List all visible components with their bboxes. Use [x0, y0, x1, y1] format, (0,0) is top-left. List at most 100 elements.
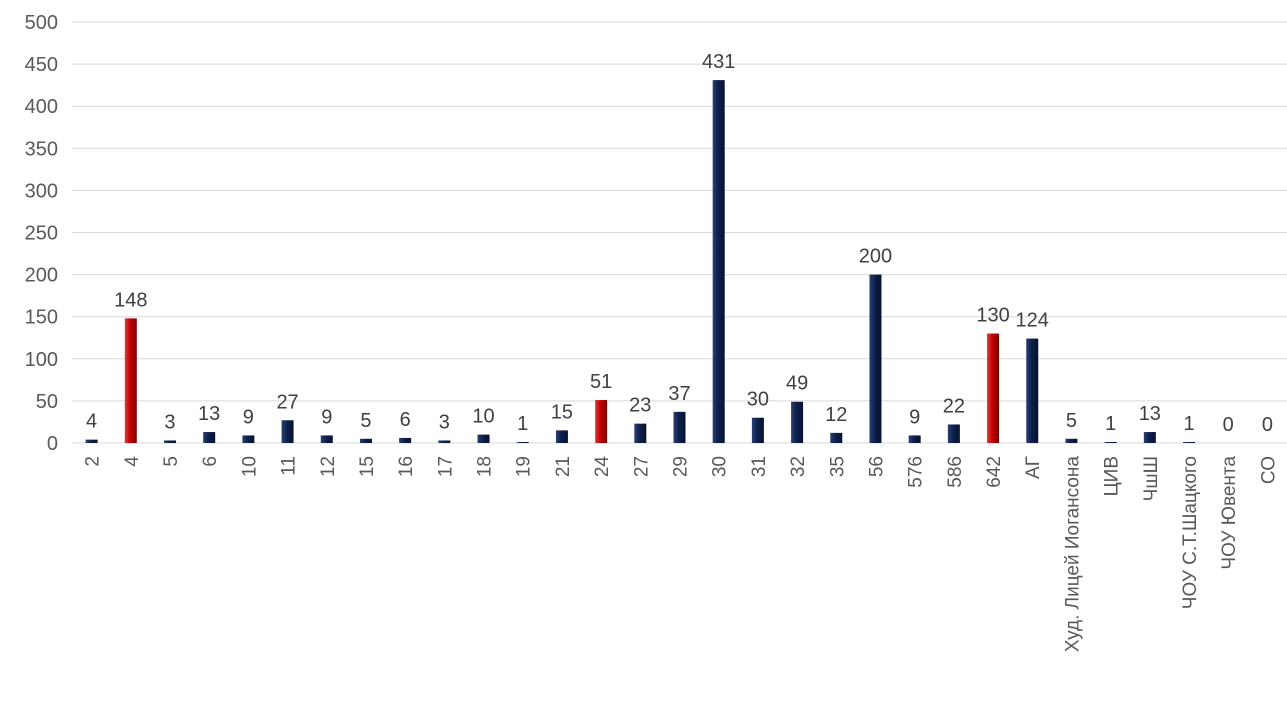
bar-5 — [163, 440, 176, 443]
bar-16 — [399, 437, 412, 443]
x-tick-label-10: 10 — [239, 456, 260, 477]
data-label-ЦИВ: 1 — [1105, 413, 1116, 435]
bar-2 — [85, 439, 98, 443]
data-label-11: 27 — [276, 391, 298, 413]
bars — [85, 80, 1196, 444]
bar-586 — [947, 424, 960, 443]
y-tick-label: 50 — [36, 391, 58, 413]
data-label-4: 148 — [114, 289, 147, 311]
bar-11 — [281, 420, 294, 443]
data-label-24: 51 — [590, 371, 612, 393]
x-tick-label-19: 19 — [514, 456, 535, 477]
bar-576 — [908, 435, 921, 443]
bar-32 — [791, 401, 804, 443]
x-tick-label-576: 576 — [906, 456, 927, 488]
bar-642 — [987, 333, 1000, 443]
y-tick-label: 200 — [25, 265, 58, 287]
bar-56 — [869, 274, 882, 443]
x-tick-label-ЦИВ: ЦИВ — [1102, 456, 1123, 496]
y-axis-tick-labels: 0 50 100 150 200 250 300 350 400 450 500 — [25, 12, 58, 455]
data-label-642: 130 — [976, 305, 1009, 327]
bar-10 — [242, 435, 255, 443]
bar-17 — [438, 440, 451, 443]
x-tick-label-4: 4 — [122, 456, 143, 467]
y-tick-label: 350 — [25, 138, 58, 160]
bar-4 — [124, 318, 137, 443]
data-label-Худ. Лицей Иогансона: 5 — [1066, 410, 1077, 432]
bar-27 — [634, 423, 647, 443]
bar-АГ — [1026, 338, 1039, 443]
x-tick-label-27: 27 — [631, 456, 652, 477]
data-label-ЧОУ Ювента: 0 — [1223, 414, 1234, 436]
bar-31 — [751, 417, 764, 443]
data-label-27: 23 — [629, 395, 651, 417]
data-label-АГ: 124 — [1016, 310, 1049, 332]
data-label-30: 431 — [702, 51, 735, 73]
y-tick-label: 500 — [25, 12, 58, 34]
bar-6 — [203, 432, 216, 443]
bar-15 — [359, 438, 372, 443]
data-label-15: 5 — [360, 410, 371, 432]
x-tick-label-2: 2 — [83, 456, 104, 467]
data-label-576: 9 — [909, 406, 920, 428]
x-tick-label-642: 642 — [984, 456, 1005, 488]
x-tick-label-11: 11 — [279, 456, 300, 476]
data-label-12: 9 — [321, 406, 332, 428]
x-tick-label-12: 12 — [318, 456, 339, 477]
gridlines — [72, 21, 1287, 444]
data-label-ЧшШ: 13 — [1139, 403, 1161, 425]
data-label-29: 37 — [668, 383, 690, 405]
data-label-18: 10 — [472, 406, 494, 428]
y-tick-label: 250 — [25, 223, 58, 245]
bar-Худ. Лицей Иогансона — [1065, 438, 1078, 443]
x-tick-label-18: 18 — [475, 456, 496, 477]
x-tick-label-6: 6 — [200, 456, 221, 467]
x-tick-label-30: 30 — [710, 456, 731, 477]
x-tick-label-35: 35 — [827, 456, 848, 477]
x-axis-tick-labels: 2 4 5 6 10 11 12 15 16 17 18 19 21 24 27 29 30 31 32 35 56 57… — [83, 456, 1280, 653]
bar-24 — [595, 400, 608, 443]
data-label-586: 22 — [943, 395, 965, 417]
bar-30 — [712, 80, 725, 444]
x-tick-label-АГ: АГ — [1023, 456, 1044, 479]
y-tick-label: 300 — [25, 180, 58, 202]
data-label-32: 49 — [786, 373, 808, 395]
data-label-2: 4 — [86, 411, 97, 433]
x-tick-label-16: 16 — [396, 456, 417, 477]
x-tick-label-Худ. Лицей Иогансона: Худ. Лицей Иогансона — [1062, 456, 1083, 653]
data-label-10: 9 — [243, 406, 254, 428]
data-label-21: 15 — [551, 401, 573, 423]
y-tick-label: 0 — [47, 433, 58, 455]
bar-35 — [830, 432, 843, 443]
bar-ЧшШ — [1143, 432, 1156, 443]
bar-19 — [516, 442, 529, 443]
x-tick-label-5: 5 — [161, 456, 182, 467]
x-tick-label-ЧОУ Ювента: ЧОУ Ювента — [1219, 456, 1240, 570]
bar-ЧОУ С.Т.Шацкого — [1183, 442, 1196, 443]
x-tick-label-29: 29 — [671, 456, 692, 477]
x-tick-label-24: 24 — [592, 456, 613, 478]
data-label-СО: 0 — [1262, 414, 1273, 436]
x-tick-label-586: 586 — [945, 456, 966, 488]
data-label-19: 1 — [517, 413, 528, 435]
x-tick-label-56: 56 — [866, 456, 887, 477]
y-tick-label: 400 — [25, 96, 58, 118]
data-label-5: 3 — [164, 411, 175, 433]
bar-29 — [673, 411, 686, 443]
bar-12 — [320, 435, 333, 443]
bar-21 — [555, 430, 568, 443]
y-tick-label: 150 — [25, 307, 58, 329]
data-label-ЧОУ С.Т.Шацкого: 1 — [1183, 413, 1194, 435]
data-label-17: 3 — [439, 411, 450, 433]
x-tick-label-31: 31 — [749, 456, 770, 477]
bar-ЦИВ — [1104, 442, 1117, 443]
x-tick-label-15: 15 — [357, 456, 378, 477]
x-tick-label-21: 21 — [553, 456, 574, 477]
x-tick-label-СО: СО — [1258, 456, 1279, 484]
y-tick-label: 100 — [25, 349, 58, 371]
x-tick-label-17: 17 — [435, 456, 456, 477]
x-tick-label-ЧшШ: ЧшШ — [1141, 456, 1162, 501]
